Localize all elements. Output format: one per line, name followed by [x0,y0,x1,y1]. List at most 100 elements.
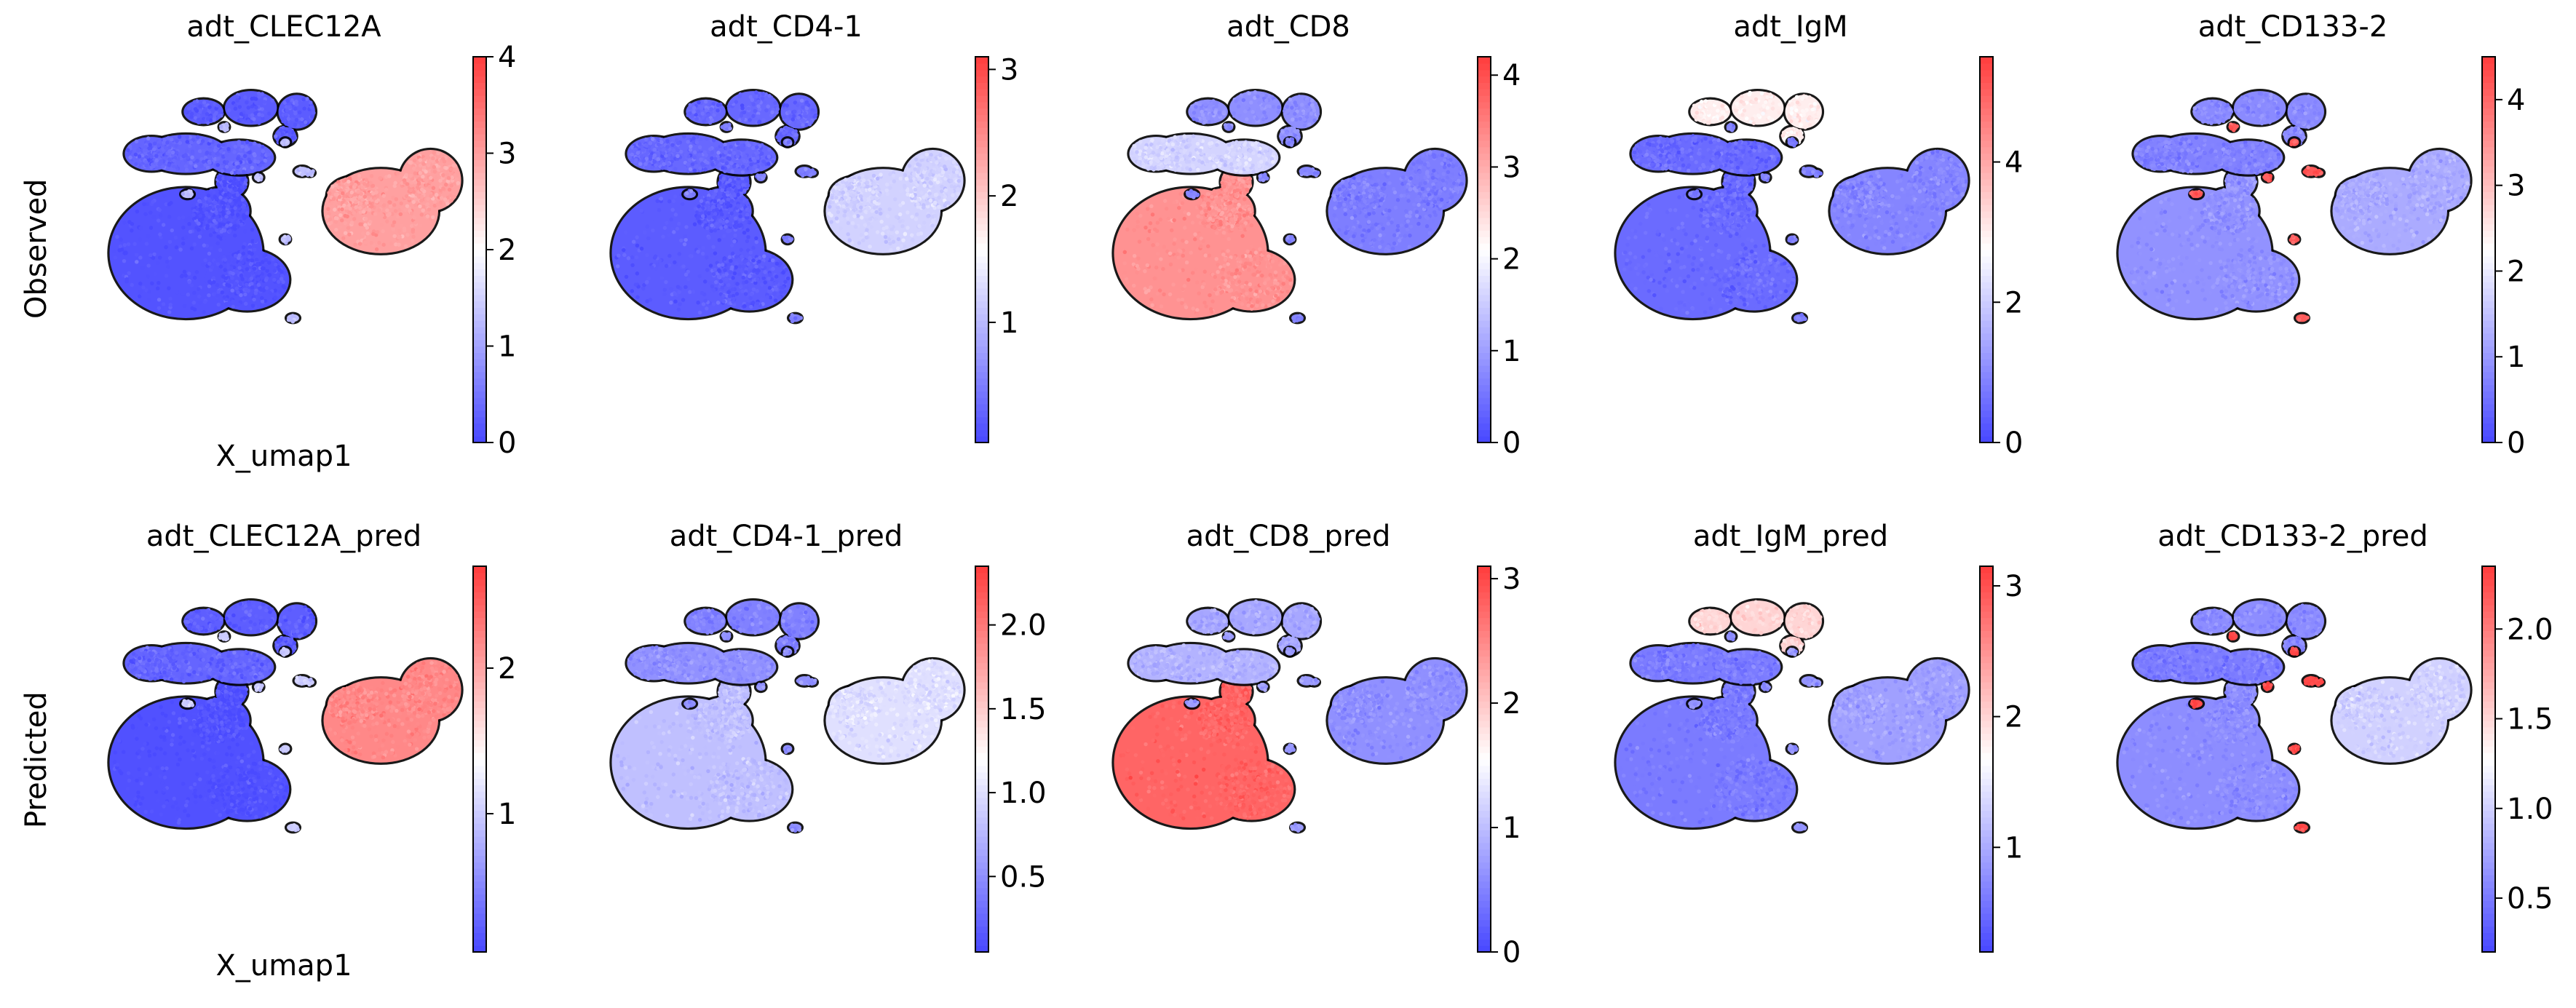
cell-point [239,293,242,297]
cell-point [260,296,263,300]
cell-point [242,206,245,210]
cell-point [261,260,264,263]
cell-point [202,310,205,314]
cell-point [261,149,265,153]
cell-point [216,290,220,293]
cell-point [174,236,178,239]
cell-point [358,242,362,245]
cell-point [205,224,209,228]
cell-point [158,255,162,259]
cell-point [232,260,236,263]
cell-point [244,302,247,306]
cell-point [379,249,382,253]
cell-point [122,221,126,224]
cell-point [258,143,261,147]
cell-point [199,207,202,210]
cell-point [207,219,211,223]
cell-point [236,193,239,197]
cell-point [252,298,255,301]
cell-point [250,252,253,255]
cell-point [194,107,197,111]
cell-point [233,234,237,237]
cell-point [257,121,261,124]
cell-point [253,247,256,251]
cell-point [142,202,146,206]
cell-point [302,106,306,110]
cell-point [213,113,216,116]
cell-point [188,144,191,148]
cell-point [245,140,249,144]
cell-point [257,283,261,287]
cell-point [239,223,243,226]
cell-point [304,120,307,124]
cell-point [151,164,155,168]
cell-point [240,178,244,181]
cell-point [124,251,127,255]
cell-point [253,141,256,145]
cell-point [240,277,244,281]
cell-point [224,215,228,218]
cell-point [183,110,187,114]
cell-point [135,140,138,143]
cell-point [186,135,189,139]
cell-point [251,303,255,307]
cell-point [270,99,274,103]
cell-point [206,117,210,121]
cell-point [228,184,231,188]
cell-point [207,252,211,255]
cell-point [181,242,185,245]
cell-point [210,266,214,269]
cell-point [236,290,239,294]
cell-point [181,215,185,219]
cell-point [250,258,254,262]
cell-point [222,205,226,209]
cell-point [119,237,123,241]
cell-point [218,218,221,221]
cell-point [243,154,247,158]
cell-point [189,115,193,119]
cell-point [207,105,211,108]
cell-point [230,209,234,213]
cell-point [242,245,245,249]
cell-point [199,104,202,108]
cell-point [361,231,365,235]
cell-point [300,123,304,127]
cell-point [216,262,220,266]
cell-point [309,105,313,108]
cell-point [267,261,271,264]
cell-point [247,106,250,109]
cell-point [130,222,134,226]
cell-point [167,286,170,290]
cell-point [209,212,213,215]
cell-point [143,145,147,148]
cell-point [208,138,212,142]
cell-point [205,213,208,216]
cell-point [197,295,201,298]
cell-point [167,310,171,314]
cell-point [382,194,386,197]
cell-point [236,156,239,160]
cell-point [274,263,277,266]
cell-point [199,164,203,168]
cell-point [266,266,269,269]
cell-point [266,152,270,156]
cell-point [218,223,222,227]
cell-point [243,229,247,233]
cell-point [312,111,315,114]
cell-point [248,143,252,146]
cell-point [197,114,200,117]
cell-point [405,233,409,237]
cell-point [262,254,266,258]
cell-point [346,226,350,229]
cell-point [254,106,258,109]
cell-point [217,175,221,179]
cell-point [228,199,231,202]
cell-point [253,154,256,157]
cell-point [165,274,168,277]
cell-point [152,215,156,219]
cell-point [294,100,298,103]
cell-point [353,243,357,247]
cell-point [198,234,202,238]
cell-point [138,295,141,298]
cell-point [167,149,171,153]
